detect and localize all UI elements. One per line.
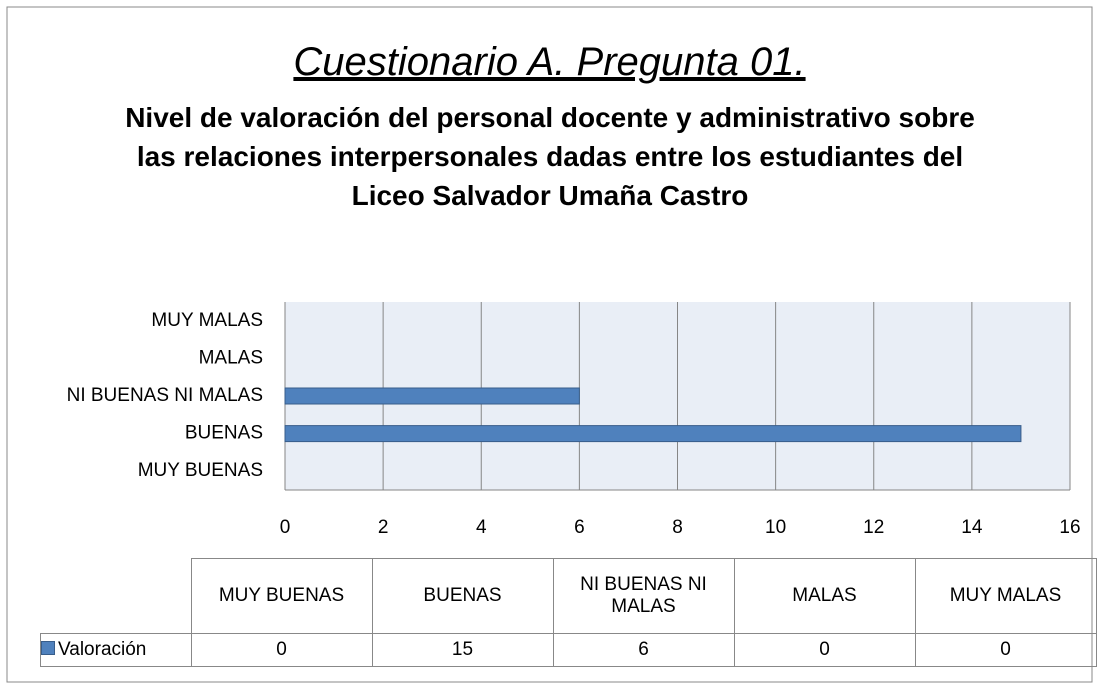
chart-title: Cuestionario A. Pregunta 01. bbox=[293, 40, 806, 84]
x-tick-label: 14 bbox=[961, 517, 983, 538]
y-tick-label: MUY MALAS bbox=[151, 310, 263, 331]
table-value-text: 15 bbox=[451, 639, 474, 660]
x-tick-label: 2 bbox=[378, 517, 389, 538]
legend-swatch bbox=[41, 641, 55, 655]
table-value-text: 0 bbox=[276, 639, 287, 660]
table-header: MUY MALAS bbox=[914, 558, 1097, 634]
table-value: 15 bbox=[371, 633, 554, 667]
x-tick-label: 4 bbox=[476, 517, 487, 538]
table-value-text: 6 bbox=[638, 639, 649, 660]
table-header-text: NI BUENAS NI MALAS bbox=[580, 574, 707, 617]
table-header: NI BUENAS NI MALAS bbox=[552, 558, 735, 634]
legend-cell: Valoración bbox=[40, 633, 192, 667]
table-header-text: MALAS bbox=[792, 585, 857, 606]
table-header: BUENAS bbox=[371, 558, 554, 634]
table-value: 0 bbox=[190, 633, 373, 667]
x-tick-label: 6 bbox=[574, 517, 585, 538]
table-value: 0 bbox=[733, 633, 916, 667]
x-tick-label: 8 bbox=[672, 517, 683, 538]
table-header-text: BUENAS bbox=[423, 585, 502, 606]
bar bbox=[284, 387, 580, 405]
table-header: MUY BUENAS bbox=[190, 558, 373, 634]
empty-cell bbox=[40, 558, 192, 634]
y-tick-label: MALAS bbox=[199, 347, 263, 368]
table-value-row: Valoración 0 15 6 0 0 bbox=[40, 633, 1097, 667]
y-tick-label: MUY BUENAS bbox=[138, 460, 263, 481]
table-header-row: MUY BUENAS BUENAS NI BUENAS NI MALAS MALAS M… bbox=[40, 558, 1097, 634]
table-value: 6 bbox=[552, 633, 735, 667]
data-table: MUY BUENAS BUENAS NI BUENAS NI MALAS MALAS M… bbox=[40, 558, 1097, 667]
chart-subtitle: Nivel de valoración del personal docente… bbox=[125, 102, 975, 211]
bar bbox=[284, 425, 1022, 443]
y-tick-label: BUENAS bbox=[185, 423, 263, 444]
x-tick-label: 16 bbox=[1059, 517, 1080, 538]
table-header-text: MUY MALAS bbox=[949, 585, 1062, 606]
x-tick-label: 0 bbox=[280, 517, 291, 538]
legend-label: Valoración bbox=[58, 639, 147, 660]
x-tick-label: 10 bbox=[765, 517, 786, 538]
table-value-text: 0 bbox=[1000, 639, 1011, 660]
x-tick-label: 12 bbox=[863, 517, 884, 538]
y-tick-label: NI BUENAS NI MALAS bbox=[67, 385, 263, 406]
table-value-text: 0 bbox=[819, 639, 830, 660]
table-value: 0 bbox=[914, 633, 1097, 667]
table-header-text: MUY BUENAS bbox=[218, 585, 345, 606]
table-header: MALAS bbox=[733, 558, 916, 634]
